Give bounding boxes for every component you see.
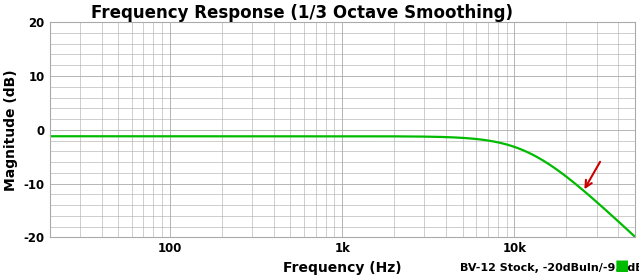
X-axis label: Frequency (Hz): Frequency (Hz): [283, 261, 401, 275]
Y-axis label: Magnitude (dB): Magnitude (dB): [4, 69, 18, 191]
Text: ■: ■: [615, 258, 629, 273]
Text: BV-12 Stock, -20dBuIn/-9.2dBu out: BV-12 Stock, -20dBuIn/-9.2dBu out: [460, 263, 639, 273]
Text: Frequency Response (1/3 Octave Smoothing): Frequency Response (1/3 Octave Smoothing…: [91, 4, 512, 22]
